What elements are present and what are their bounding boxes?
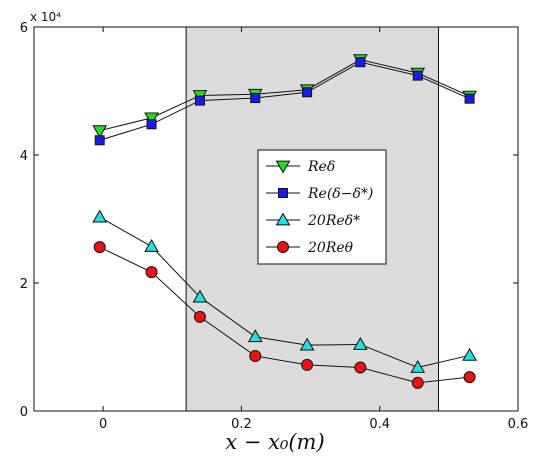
data-point: [94, 135, 105, 146]
data-point: [194, 95, 205, 106]
legend-label: 20Reδ*: [307, 213, 360, 229]
series-2: [92, 209, 477, 373]
data-point: [145, 266, 158, 279]
data-point: [464, 93, 475, 104]
x-tick-label: 0: [99, 417, 107, 432]
data-point: [301, 358, 314, 371]
x-tick-label: 0.2: [231, 417, 252, 432]
y-tick-label: 2: [20, 277, 28, 292]
data-point: [299, 337, 315, 351]
data-point: [247, 329, 263, 343]
data-point: [92, 125, 108, 139]
legend-marker: [275, 160, 291, 174]
data-point: [144, 112, 159, 126]
data-point: [352, 336, 368, 350]
legend-item: Re(δ−δ*): [266, 186, 373, 202]
data-point: [462, 347, 477, 361]
data-point: [144, 239, 159, 252]
legend-item: Reδ: [266, 159, 335, 175]
data-point: [355, 57, 366, 68]
y-tick-label: 6: [20, 21, 28, 36]
data-point: [463, 371, 476, 384]
legend-label: Re(δ−δ*): [307, 186, 373, 202]
data-point: [193, 310, 206, 323]
data-point: [92, 209, 108, 223]
legend: Reδ Re(δ−δ*) 20Reδ* 20Reθ: [257, 149, 387, 265]
legend-marker: [277, 241, 289, 253]
data-point: [411, 376, 424, 389]
legend-item: 20Reδ*: [266, 212, 360, 229]
data-point: [354, 361, 367, 374]
legend-label: 20Reθ: [307, 240, 354, 256]
data-point: [93, 241, 106, 254]
x-tick-label: 0.4: [369, 417, 390, 432]
legend-marker: [275, 212, 291, 226]
data-point: [410, 359, 426, 373]
data-point: [250, 93, 261, 104]
y-tick-label: 4: [20, 149, 28, 164]
series-1: [94, 57, 475, 146]
series-line: [99, 61, 470, 141]
x-tick-label: 0.6: [508, 417, 529, 432]
legend-marker: [278, 188, 288, 198]
x-axis-label: x − x₀(m): [225, 430, 324, 454]
data-point: [302, 87, 313, 98]
data-point: [192, 289, 208, 303]
series-layer: [92, 54, 477, 389]
y-multiplier: x 10⁴: [30, 10, 61, 24]
data-point: [412, 70, 423, 81]
series-3: [93, 241, 476, 389]
data-point: [146, 119, 157, 130]
series-line: [99, 246, 470, 384]
data-point: [249, 349, 262, 362]
series-line: [99, 59, 470, 132]
ticks: 0 0.2 0.4 0.6 0 2 4 6: [20, 21, 529, 432]
legend-item: 20Reθ: [266, 240, 354, 256]
y-tick-label: 0: [20, 405, 28, 420]
plot-frame: [33, 26, 519, 412]
series-line: [99, 216, 470, 369]
legend-label: Reδ: [307, 159, 335, 175]
